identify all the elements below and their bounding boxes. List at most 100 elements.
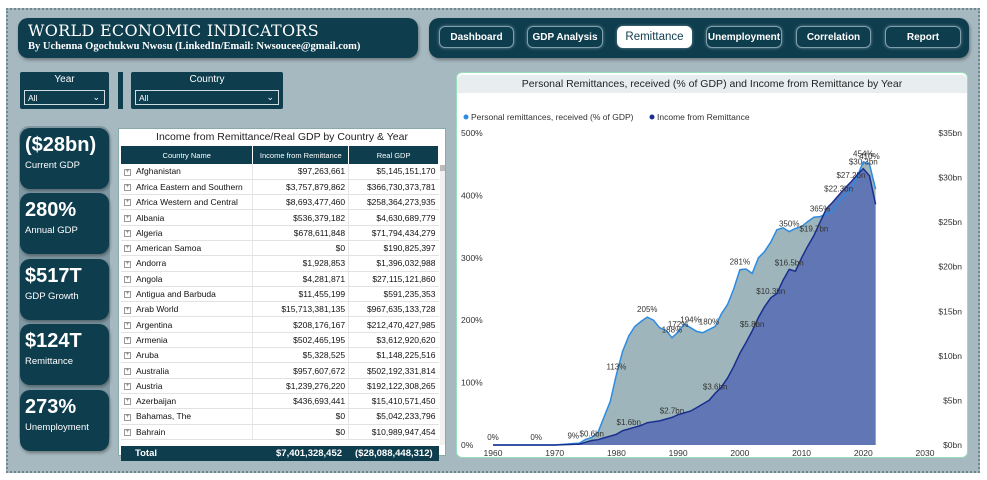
data-label-usd: $10.3bn xyxy=(756,287,785,296)
expand-icon[interactable]: + xyxy=(124,245,131,253)
remittance-cell: $1,239,276,220 xyxy=(252,378,349,394)
gdp-cell: $71,794,434,279 xyxy=(348,225,439,241)
data-label-pct: 180% xyxy=(699,318,719,327)
data-label-pct: 0% xyxy=(487,433,499,442)
x-tick-label: 2020 xyxy=(854,448,873,457)
country-dropdown[interactable]: All ⌄ xyxy=(135,90,279,105)
country-name: Antigua and Barbuda xyxy=(136,289,216,300)
expand-icon[interactable]: + xyxy=(124,199,131,207)
country-name: Albania xyxy=(136,212,165,223)
gdp-cell: $591,235,353 xyxy=(348,286,439,303)
kpi-caption: Remittance xyxy=(25,356,74,367)
tab-gdp-analysis[interactable]: GDP Analysis xyxy=(527,26,603,48)
country-name: Algeria xyxy=(136,227,163,238)
expand-icon[interactable]: + xyxy=(124,214,131,222)
table-row[interactable]: + Africa Western and Central $8,693,477,46… xyxy=(121,194,439,211)
table-row[interactable]: + Albania $536,379,182 $4,630,689,779 xyxy=(121,209,439,226)
remittance-cell: $208,176,167 xyxy=(252,316,349,333)
series-line-remittance-income xyxy=(493,167,877,446)
table-row[interactable]: + Bahamas, The $0 $5,042,233,796 xyxy=(121,408,439,425)
kpi-card-annual-gdp: 280% Annual GDP xyxy=(20,193,109,254)
expand-icon[interactable]: + xyxy=(124,230,131,238)
data-label-pct: 0% xyxy=(530,433,542,442)
expand-icon[interactable]: + xyxy=(124,367,131,375)
country-cell: + Afghanistan xyxy=(121,164,253,180)
expand-icon[interactable]: + xyxy=(124,337,131,345)
table-row[interactable]: + Afghanistan $97,263,661 $5,145,151,170 xyxy=(121,164,439,180)
expand-icon[interactable]: + xyxy=(124,260,131,268)
tab-dashboard[interactable]: Dashboard xyxy=(439,26,514,48)
expand-icon[interactable]: + xyxy=(124,184,131,192)
y-right-tick-label: $10bn xyxy=(938,351,962,361)
expand-icon[interactable]: + xyxy=(124,413,131,421)
table-row[interactable]: + Australia $957,607,672 $502,192,331,814 xyxy=(121,362,439,379)
year-dropdown[interactable]: All ⌄ xyxy=(24,90,105,105)
expand-icon[interactable]: + xyxy=(124,291,131,299)
chart-svg: Personal remittances, received (% of GDP… xyxy=(461,112,962,457)
kpi-value: ($28bn) xyxy=(25,134,97,156)
expand-icon[interactable]: + xyxy=(124,398,131,406)
expand-icon[interactable]: + xyxy=(124,321,131,329)
table-row[interactable]: + American Samoa $0 $190,825,397 xyxy=(121,240,439,257)
y-right-tick-label: $30bn xyxy=(938,173,962,183)
country-cell: + Australia xyxy=(121,362,253,379)
expand-icon[interactable]: + xyxy=(124,428,131,436)
country-cell: + Azerbaijan xyxy=(121,393,253,410)
remittance-cell: $1,928,853 xyxy=(252,255,349,272)
table-row[interactable]: + Africa Eastern and Southern $3,757,879,8… xyxy=(121,179,439,196)
tab-unemployment[interactable]: Unemployment xyxy=(706,26,782,48)
data-label-pct: 188% xyxy=(662,326,682,335)
table-row[interactable]: + Arab World $15,713,381,135 $967,635,133,7… xyxy=(121,301,439,318)
country-cell: + Africa Eastern and Southern xyxy=(121,179,253,196)
kpi-caption: Unemployment xyxy=(25,422,89,433)
expand-icon[interactable]: + xyxy=(124,352,131,360)
remittance-cell: $3,757,879,862 xyxy=(252,179,349,196)
column-header-remittance[interactable]: Income from Remittance xyxy=(252,146,350,164)
table-row[interactable]: + Algeria $678,611,848 $71,794,434,279 xyxy=(121,225,439,241)
y-right-tick-label: $35bn xyxy=(938,128,962,138)
total-gdp: ($28,088,448,312) xyxy=(355,448,433,459)
gdp-cell: $192,122,308,265 xyxy=(348,378,439,394)
y-left-tick-label: 300% xyxy=(461,253,483,263)
y-right-tick-label: $25bn xyxy=(938,217,962,227)
country-cell: + Bahrain xyxy=(121,424,253,440)
table-row[interactable]: + Aruba $5,328,525 $1,148,225,516 xyxy=(121,347,439,364)
data-label-usd: $1.6bn xyxy=(617,418,641,427)
y-left-tick-label: 500% xyxy=(461,128,483,138)
expand-icon[interactable]: + xyxy=(124,306,131,314)
legend-label: Personal remittances, received (% of GDP… xyxy=(471,112,634,122)
scrollbar-thumb[interactable] xyxy=(440,165,445,171)
total-row: Total $7,401,328,452 ($28,088,448,312) xyxy=(121,446,439,461)
expand-icon[interactable]: + xyxy=(124,275,131,283)
tab-report[interactable]: Report xyxy=(885,26,961,48)
table-row[interactable]: + Angola $4,281,871 $27,115,121,860 xyxy=(121,271,439,287)
table-row[interactable]: + Andorra $1,928,853 $1,396,032,988 xyxy=(121,255,439,272)
column-header-gdp[interactable]: Real GDP xyxy=(348,146,439,164)
table-title: Income from Remittance/Real GDP by Count… xyxy=(156,131,408,143)
country-cell: + Bahamas, The xyxy=(121,408,253,425)
column-header-country[interactable]: Country Name xyxy=(121,146,254,164)
table-row[interactable]: + Argentina $208,176,167 $212,470,427,985 xyxy=(121,316,439,333)
total-label: Total xyxy=(135,448,157,459)
country-cell: + Antigua and Barbuda xyxy=(121,286,253,303)
legend-marker xyxy=(649,114,655,120)
table-row[interactable]: + Azerbaijan $436,693,441 $15,410,571,450 xyxy=(121,393,439,410)
remittance-cell: $678,611,848 xyxy=(252,225,349,241)
expand-icon[interactable]: + xyxy=(124,168,131,176)
report-canvas: WORLD ECONOMIC INDICATORS By Uchenna Ogo… xyxy=(6,8,980,473)
country-name: Arab World xyxy=(136,304,179,315)
y-right-tick-label: $15bn xyxy=(938,306,962,316)
country-cell: + Angola xyxy=(121,271,253,287)
expand-icon[interactable]: + xyxy=(124,383,131,391)
table-row[interactable]: + Antigua and Barbuda $11,455,199 $591,235,… xyxy=(121,286,439,303)
table-row[interactable]: + Austria $1,239,276,220 $192,122,308,265 xyxy=(121,378,439,394)
table-scrollbar[interactable] xyxy=(440,165,445,445)
tab-correlation[interactable]: Correlation xyxy=(796,26,871,48)
table-row[interactable]: + Bahrain $0 $10,989,947,454 xyxy=(121,424,439,440)
tab-remittance[interactable]: Remittance xyxy=(617,26,692,48)
data-label-usd: $22.3bn xyxy=(824,184,853,193)
y-right-tick-label: $0bn xyxy=(943,440,962,450)
table-row[interactable]: + Armenia $502,465,195 $3,612,920,620 xyxy=(121,332,439,349)
kpi-card-remittance: $124T Remittance xyxy=(20,324,109,385)
total-remittance: $7,401,328,452 xyxy=(276,448,343,459)
